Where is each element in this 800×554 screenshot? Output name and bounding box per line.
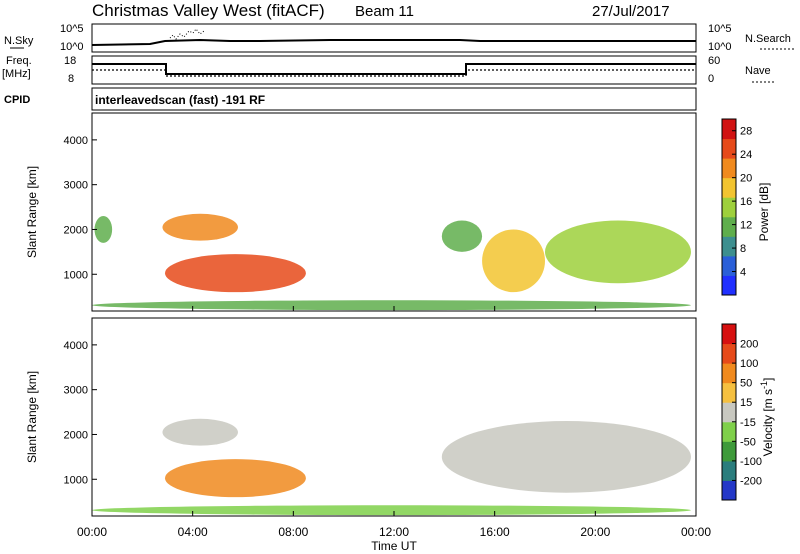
colorbar-swatch xyxy=(722,275,736,296)
freq-panel: Freq. [MHz] 18 8 Nave 60 0 xyxy=(2,55,774,85)
cpid-text: interleavedscan (fast) -191 RF xyxy=(95,93,265,107)
colorbar-tick-label: 100 xyxy=(740,358,758,370)
echo-region-2 xyxy=(94,216,113,243)
echo-region-5 xyxy=(482,229,545,293)
colorbar-swatch xyxy=(722,480,736,501)
time-axis: 00:00 04:00 08:00 12:00 16:00 20:00 00:00 xyxy=(77,306,711,539)
colorbar-tick-label: 28 xyxy=(740,126,752,138)
colorbar-tick-label: 4 xyxy=(740,267,746,279)
y-tick-label: 3000 xyxy=(64,385,88,397)
colorbar-swatch xyxy=(722,441,736,462)
y-tick-label: 1000 xyxy=(64,474,88,486)
colorbar-swatch xyxy=(722,216,736,237)
time-axis-label: Time UT xyxy=(371,539,417,553)
colorbar-swatch xyxy=(722,324,736,345)
velocity-colorbar: 200 100 50 15 -15 -50 -100 -200 xyxy=(721,323,762,501)
velocity-heatmap xyxy=(92,418,691,516)
y-tick-label: 3000 xyxy=(64,180,88,192)
y-tick-label: 2000 xyxy=(64,224,88,236)
nave-tick-low: 0 xyxy=(708,73,714,85)
echo-region-1 xyxy=(164,459,306,498)
freq-tick-low: 8 xyxy=(68,73,74,85)
colorbar-swatch xyxy=(722,197,736,218)
echo-region-0 xyxy=(162,418,238,446)
y-tick-label: 4000 xyxy=(64,340,88,352)
y-tick-label: 4000 xyxy=(64,135,88,147)
colorbar-swatch xyxy=(722,382,736,403)
colorbar-tick-label: -200 xyxy=(740,475,762,487)
colorbar-tick-label: 8 xyxy=(740,243,746,255)
y-tick-label: 2000 xyxy=(64,429,88,441)
colorbar-tick-label: 20 xyxy=(740,173,752,185)
nsky-label: N.Sky xyxy=(4,35,34,47)
nsky-tick-low: 10^0 xyxy=(60,41,84,53)
x-tick-label: 08:00 xyxy=(278,525,308,539)
nave-label: Nave xyxy=(745,65,771,77)
colorbar-swatch xyxy=(722,236,736,257)
date-label: 27/Jul/2017 xyxy=(592,3,670,20)
colorbar-swatch xyxy=(722,363,736,384)
colorbar-tick-label: 16 xyxy=(740,196,752,208)
nsearch-tick-low: 10^0 xyxy=(708,41,732,53)
x-tick-label: 00:00 xyxy=(681,525,711,539)
velocity-panel: 1000 2000 3000 4000 Slant Range [km] xyxy=(25,317,697,517)
echo-region-3 xyxy=(441,421,691,493)
power-ylabel: Slant Range [km] xyxy=(25,166,39,258)
power-colorbar-label: Power [dB] xyxy=(757,183,771,242)
x-tick-label: 20:00 xyxy=(580,525,610,539)
x-tick-label: 00:00 xyxy=(77,525,107,539)
echo-region-3 xyxy=(92,300,691,311)
colorbar-swatch xyxy=(722,119,736,140)
colorbar-swatch xyxy=(722,421,736,442)
colorbar-tick-label: 24 xyxy=(740,149,752,161)
power-y-ticks: 1000 2000 3000 4000 xyxy=(64,135,97,281)
colorbar-tick-label: 15 xyxy=(740,397,752,409)
velocity-colorbar-label: Velocity [m s-1] xyxy=(759,378,775,457)
echo-region-4 xyxy=(441,220,483,252)
colorbar-tick-label: -100 xyxy=(740,456,762,468)
colorbar-tick-label: 50 xyxy=(740,378,752,390)
freq-label-2: [MHz] xyxy=(2,68,31,80)
colorbar-swatch xyxy=(722,343,736,364)
cpid-label: CPID xyxy=(4,94,30,106)
colorbar-tick-label: 200 xyxy=(740,339,758,351)
power-colorbar: 4 8 12 16 20 24 28 xyxy=(721,118,752,296)
colorbar-frame xyxy=(721,323,737,501)
nsky-tick-high: 10^5 xyxy=(60,23,84,35)
beam-label: Beam 11 xyxy=(355,3,414,20)
x-tick-label: 04:00 xyxy=(178,525,208,539)
nave-tick-high: 60 xyxy=(708,55,720,67)
nsearch-label: N.Search xyxy=(745,33,791,45)
colorbar-tick-label: 12 xyxy=(740,220,752,232)
power-heatmap xyxy=(92,213,691,311)
echo-region-1 xyxy=(164,254,306,293)
station-title: Christmas Valley West (fitACF) xyxy=(92,1,325,20)
power-panel: 1000 2000 3000 4000 Slant Range [km] xyxy=(25,112,697,312)
colorbar-tick-label: -15 xyxy=(740,417,756,429)
colorbar-swatch xyxy=(722,460,736,481)
echo-region-0 xyxy=(162,213,238,241)
colorbar-swatch xyxy=(722,158,736,179)
echo-region-6 xyxy=(545,220,691,284)
x-tick-label: 16:00 xyxy=(480,525,510,539)
freq-tick-high: 18 xyxy=(64,55,76,67)
cpid-panel: CPID interleavedscan (fast) -191 RF xyxy=(4,87,697,111)
x-tick-label: 12:00 xyxy=(379,525,409,539)
colorbar-swatch xyxy=(722,402,736,423)
echo-region-2 xyxy=(92,505,691,516)
colorbar-swatch xyxy=(722,138,736,159)
colorbar-tick-label: -50 xyxy=(740,436,756,448)
y-tick-label: 1000 xyxy=(64,269,88,281)
velocity-ylabel: Slant Range [km] xyxy=(25,371,39,463)
colorbar-swatch xyxy=(722,255,736,276)
noise-panel: N.Sky 10^5 10^0 N.Search 10^5 10^0 xyxy=(4,23,795,53)
velocity-y-ticks: 1000 2000 3000 4000 xyxy=(64,340,97,486)
colorbar-swatch xyxy=(722,177,736,198)
nsearch-tick-high: 10^5 xyxy=(708,23,732,35)
freq-label-1: Freq. xyxy=(6,55,32,67)
colorbar-frame xyxy=(721,118,737,296)
